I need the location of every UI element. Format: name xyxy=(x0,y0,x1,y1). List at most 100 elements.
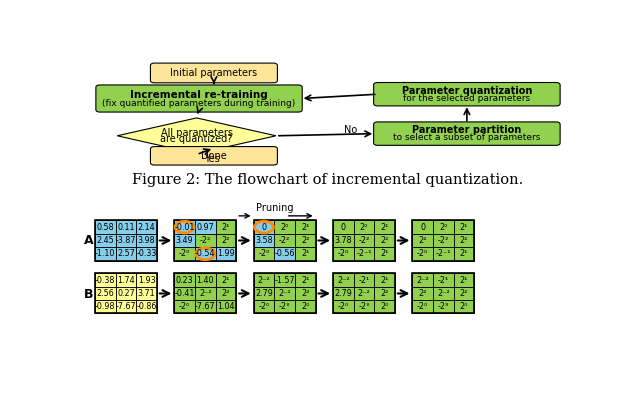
Text: 2¹: 2¹ xyxy=(380,249,389,258)
Text: -2¹: -2¹ xyxy=(438,276,449,285)
Text: 0.97: 0.97 xyxy=(196,223,214,232)
Text: 2¹: 2¹ xyxy=(460,223,468,232)
Text: 2⁰: 2⁰ xyxy=(439,223,447,232)
Text: 3.58: 3.58 xyxy=(255,236,273,245)
Text: 2¹: 2¹ xyxy=(460,276,468,285)
Text: 0.11: 0.11 xyxy=(117,223,134,232)
Text: for the selected parameters: for the selected parameters xyxy=(403,94,531,103)
Bar xyxy=(412,300,433,314)
Bar xyxy=(174,287,195,300)
Bar xyxy=(454,220,474,234)
Text: -0.33: -0.33 xyxy=(136,249,157,258)
Bar xyxy=(354,234,374,247)
Text: 2²: 2² xyxy=(419,236,427,245)
Bar xyxy=(333,234,354,247)
Text: Pruning: Pruning xyxy=(256,203,294,213)
Text: Initial parameters: Initial parameters xyxy=(170,68,257,78)
Bar xyxy=(174,300,195,314)
Bar xyxy=(354,247,374,260)
Bar xyxy=(116,274,136,287)
Text: 0: 0 xyxy=(340,223,346,232)
Text: 2⁻²: 2⁻² xyxy=(417,276,429,285)
Text: 2¹: 2¹ xyxy=(301,249,310,258)
Bar xyxy=(95,234,116,247)
Bar xyxy=(195,300,216,314)
Bar xyxy=(253,220,275,234)
Text: -1.10: -1.10 xyxy=(95,249,115,258)
Text: 1.99: 1.99 xyxy=(217,249,235,258)
Text: Parameter partition: Parameter partition xyxy=(412,125,522,135)
Text: 0: 0 xyxy=(261,223,266,232)
Text: No: No xyxy=(344,125,357,135)
Bar xyxy=(95,220,116,234)
Text: 3.49: 3.49 xyxy=(176,236,193,245)
Text: -2³: -2³ xyxy=(279,302,290,311)
Text: 2⁰: 2⁰ xyxy=(460,302,468,311)
Bar xyxy=(295,234,316,247)
Bar xyxy=(253,220,316,260)
Bar xyxy=(412,274,474,314)
Bar xyxy=(333,247,354,260)
Bar xyxy=(216,234,236,247)
Text: Figure 2: The flowchart of incremental quantization.: Figure 2: The flowchart of incremental q… xyxy=(132,173,524,187)
Text: -0.41: -0.41 xyxy=(174,289,195,298)
Text: 2²: 2² xyxy=(460,236,468,245)
Text: -2⁰: -2⁰ xyxy=(179,302,190,311)
Bar xyxy=(374,274,395,287)
Bar xyxy=(374,287,395,300)
Text: -0.98: -0.98 xyxy=(95,302,115,311)
Text: are quantized?: are quantized? xyxy=(161,134,233,144)
Bar xyxy=(333,300,354,314)
Text: -2⁰: -2⁰ xyxy=(338,302,349,311)
Bar xyxy=(412,234,433,247)
Bar xyxy=(295,274,316,287)
Bar xyxy=(295,247,316,260)
Bar xyxy=(412,287,433,300)
Text: B: B xyxy=(84,288,93,301)
Bar xyxy=(136,287,157,300)
Bar xyxy=(136,300,157,314)
Bar xyxy=(216,220,236,234)
FancyBboxPatch shape xyxy=(374,82,560,106)
Bar xyxy=(116,234,136,247)
Bar xyxy=(433,247,454,260)
Bar xyxy=(253,300,275,314)
FancyBboxPatch shape xyxy=(150,146,277,165)
Bar xyxy=(136,247,157,260)
Bar xyxy=(275,220,295,234)
Bar xyxy=(454,234,474,247)
Bar xyxy=(275,300,295,314)
Text: 2⁰: 2⁰ xyxy=(380,302,389,311)
Bar xyxy=(174,274,236,314)
Bar xyxy=(216,287,236,300)
Bar xyxy=(354,300,374,314)
Text: 2²: 2² xyxy=(301,289,310,298)
Bar xyxy=(412,274,433,287)
Bar xyxy=(295,300,316,314)
Bar xyxy=(195,247,216,260)
Text: 0.27: 0.27 xyxy=(117,289,135,298)
Bar xyxy=(253,287,275,300)
Text: 1.93: 1.93 xyxy=(138,276,156,285)
Text: A: A xyxy=(84,234,93,247)
Bar xyxy=(253,234,275,247)
Bar xyxy=(354,220,374,234)
Bar xyxy=(295,287,316,300)
Text: 2¹: 2¹ xyxy=(301,223,310,232)
Text: Done: Done xyxy=(201,151,227,161)
Text: -2⁻¹: -2⁻¹ xyxy=(356,249,372,258)
Text: -1.57: -1.57 xyxy=(275,276,295,285)
FancyBboxPatch shape xyxy=(96,85,302,112)
Bar xyxy=(295,220,316,234)
Bar xyxy=(116,247,136,260)
Text: 2⁻²: 2⁻² xyxy=(278,289,291,298)
Text: -2⁰: -2⁰ xyxy=(417,249,428,258)
Text: -2²: -2² xyxy=(200,236,211,245)
Bar xyxy=(136,234,157,247)
Bar xyxy=(174,247,195,260)
Text: 2⁰: 2⁰ xyxy=(301,302,310,311)
Bar xyxy=(454,247,474,260)
Text: 2⁻²: 2⁻² xyxy=(337,276,349,285)
Text: Parameter quantization: Parameter quantization xyxy=(402,86,532,96)
Text: -0.56: -0.56 xyxy=(275,249,295,258)
